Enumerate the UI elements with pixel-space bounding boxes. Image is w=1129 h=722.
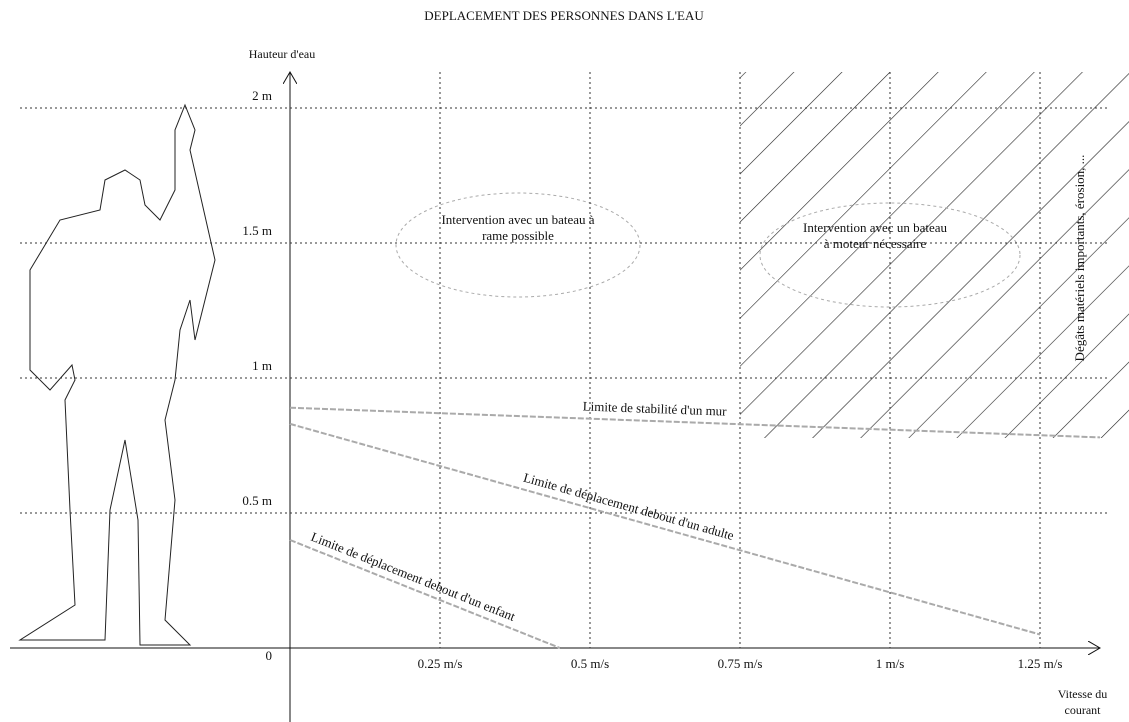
- series-line: [290, 540, 560, 648]
- x-tick-label: 0.75 m/s: [718, 656, 763, 671]
- ellipse: [396, 193, 640, 297]
- series-label: Limite de déplacement debout d'un adulte: [522, 470, 736, 543]
- x-tick-label: 0.25 m/s: [418, 656, 463, 671]
- x-tick-label: 1.25 m/s: [1018, 656, 1063, 671]
- annotation: Dégâts matériels importants, érosion, ..…: [1072, 98, 1088, 418]
- y-axis-label: Hauteur d'eau: [249, 47, 315, 61]
- annotation: Intervention avec un bateau à rame possi…: [438, 212, 598, 244]
- y-tick-label: 0: [266, 648, 273, 663]
- annotation: Intervention avec un bateau à moteur néc…: [800, 220, 950, 252]
- series-label: Limite de stabilité d'un mur: [583, 398, 728, 418]
- person-silhouette: [20, 105, 215, 645]
- y-tick-label: 2 m: [252, 88, 272, 103]
- page: DEPLACEMENT DES PERSONNES DANS L'EAU Hau…: [0, 0, 1129, 722]
- chart-title: DEPLACEMENT DES PERSONNES DANS L'EAU: [424, 8, 704, 23]
- series-label: Limite de déplacement debout d'un enfant: [309, 529, 518, 624]
- x-tick-label: 1 m/s: [876, 656, 905, 671]
- hatched-zone: [740, 72, 1129, 438]
- y-tick-label: 1.5 m: [242, 223, 272, 238]
- chart: DEPLACEMENT DES PERSONNES DANS L'EAU Hau…: [0, 0, 1129, 722]
- series-line: [290, 424, 1040, 635]
- x-axis-label: Vitesse du courant: [1040, 686, 1125, 718]
- y-tick-label: 0.5 m: [242, 493, 272, 508]
- y-tick-label: 1 m: [252, 358, 272, 373]
- x-tick-label: 0.5 m/s: [571, 656, 609, 671]
